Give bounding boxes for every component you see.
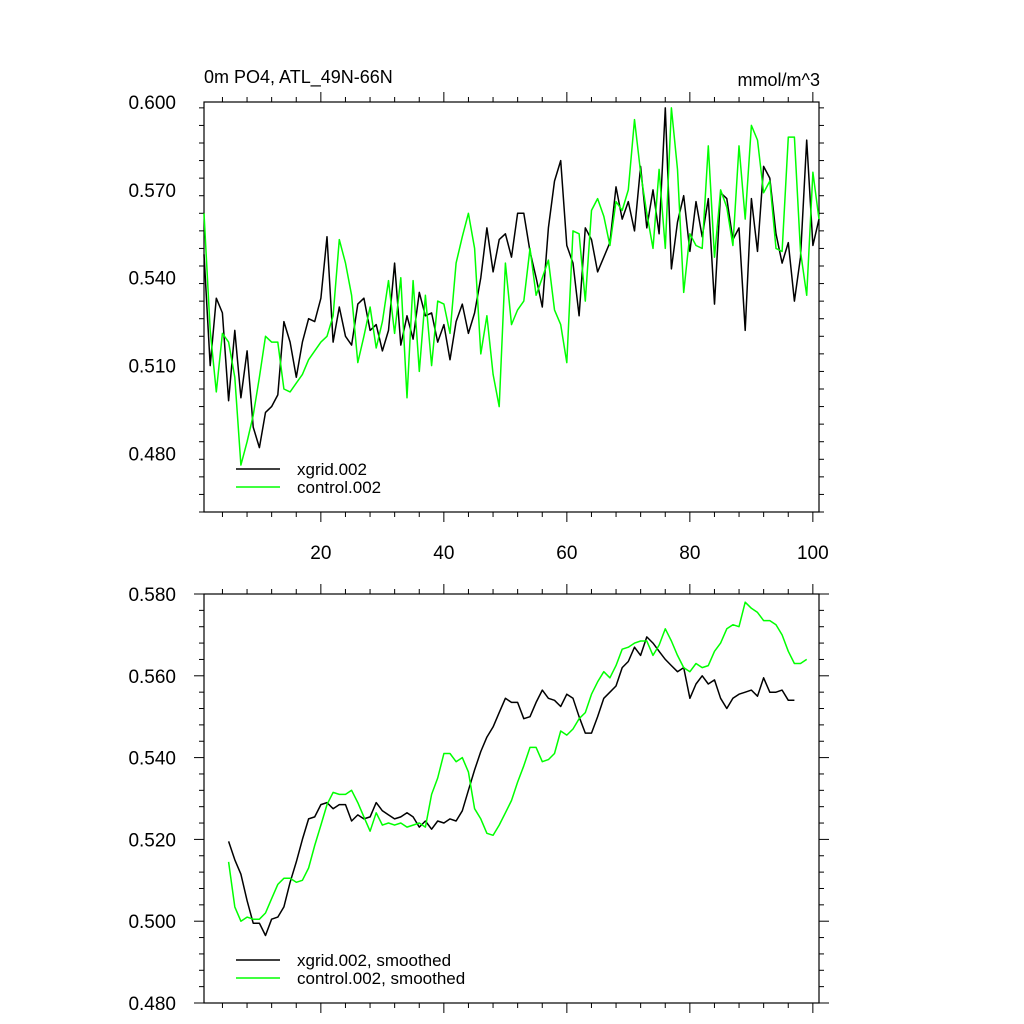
top-y-tick-label: 0.480 (128, 444, 176, 465)
bottom-y-tick-label: 0.500 (128, 912, 176, 933)
top-x-tick-label: 100 (797, 543, 829, 564)
top-series-xgrid-line (203, 107, 820, 449)
bottom-legend-label: xgrid.002, smoothed (297, 951, 451, 970)
bottom-series-xgrid-line (227, 636, 795, 937)
top-plot-frame (203, 101, 820, 513)
bottom-legend-label: control.002, smoothed (297, 969, 465, 988)
top-series-control-line (203, 107, 820, 466)
top-x-tick-label: 20 (310, 543, 331, 564)
bottom-plot-frame (203, 593, 820, 1004)
top-legend-label: xgrid.002 (297, 460, 367, 479)
top-y-tick-label: 0.510 (128, 357, 176, 378)
top-y-tick-label: 0.600 (128, 93, 176, 114)
top-chart-units: mmol/m^3 (738, 70, 820, 90)
bottom-y-tick-label: 0.480 (128, 994, 176, 1015)
top-x-tick-label: 60 (556, 543, 577, 564)
bottom-y-tick-label: 0.580 (128, 585, 176, 606)
top-chart-title: 0m PO4, ATL_49N-66N (204, 67, 393, 88)
bottom-panel: 0.480 0.500 0.520 0.540 0.560 0.580 xgrid.002,… (128, 584, 829, 1015)
top-x-tick-label: 40 (433, 543, 454, 564)
bottom-y-tick-label: 0.520 (128, 830, 176, 851)
top-y-tick-label: 0.570 (128, 181, 176, 202)
top-x-tick-label: 80 (679, 543, 700, 564)
top-panel: 0m PO4, ATL_49N-66N mmol/m^3 20 40 60 80 100… (128, 67, 828, 564)
bottom-y-tick-label: 0.560 (128, 667, 176, 688)
top-y-tick-label: 0.540 (128, 269, 176, 290)
bottom-series-control-line (227, 601, 808, 922)
bottom-y-tick-label: 0.540 (128, 749, 176, 770)
top-legend-label: control.002 (297, 478, 381, 497)
